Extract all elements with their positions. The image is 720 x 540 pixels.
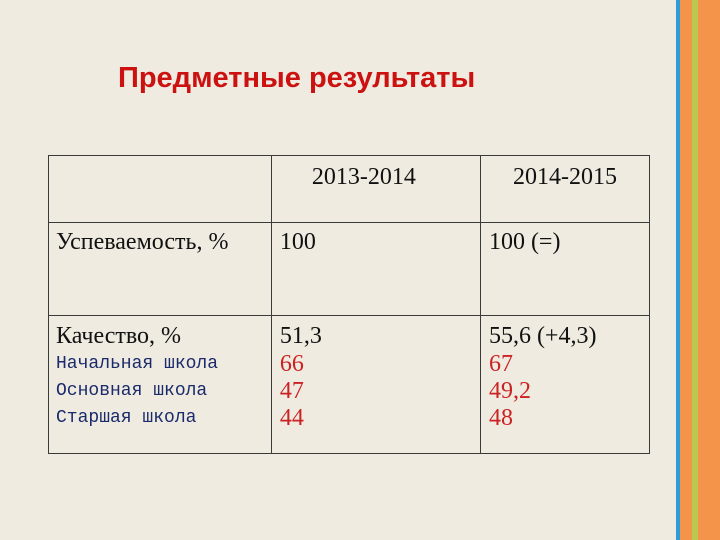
header-empty-cell — [48, 155, 272, 223]
stripe-orange — [680, 0, 692, 540]
sub-label-basic-school: Основная школа — [56, 381, 208, 401]
table-row: Качество, % Начальная школа Основная шко… — [48, 315, 651, 454]
table-header-row: 2013-2014 2014-2015 — [48, 155, 651, 223]
basic-2013-value: 47 — [279, 378, 304, 404]
quality-2013-value: 51,3 — [279, 323, 322, 349]
success-2013-value: 100 — [270, 222, 481, 316]
page-title: Предметные результаты — [118, 62, 476, 94]
table-row: Успеваемость, % 100 100 (=) — [48, 222, 651, 316]
stripe-orange-wide — [698, 0, 720, 540]
primary-2013-value: 66 — [279, 351, 304, 377]
stripe-green — [692, 0, 698, 540]
quality-2014-value: 55,6 (+4,3) — [488, 323, 597, 349]
senior-2014-value: 48 — [488, 405, 513, 431]
quality-label: Качество, % — [56, 323, 182, 349]
header-2013-2014: 2013-2014 — [270, 155, 481, 223]
basic-2014-value: 49,2 — [488, 378, 531, 404]
stripe-blue — [676, 0, 680, 540]
quality-labels-cell: Качество, % Начальная школа Основная шко… — [48, 315, 272, 454]
sub-label-primary-school: Начальная школа — [56, 354, 219, 374]
header-2014-2015: 2014-2015 — [479, 155, 651, 223]
quality-2013-cell: 51,3 66 47 44 — [270, 315, 481, 454]
success-2014-value: 100 (=) — [479, 222, 651, 316]
primary-2014-value: 67 — [488, 351, 513, 377]
sub-label-senior-school: Старшая школа — [56, 408, 197, 428]
results-table: 2013-2014 2014-2015 Успеваемость, % 100 … — [48, 155, 651, 454]
decorative-stripes — [676, 0, 720, 540]
quality-2014-cell: 55,6 (+4,3) 67 49,2 48 — [479, 315, 651, 454]
senior-2013-value: 44 — [279, 405, 304, 431]
success-label: Успеваемость, % — [48, 222, 272, 316]
